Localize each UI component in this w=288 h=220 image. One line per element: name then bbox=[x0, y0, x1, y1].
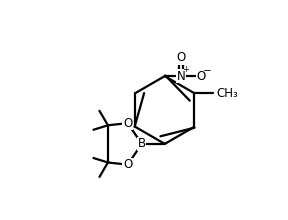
Text: B: B bbox=[138, 137, 146, 150]
Text: O: O bbox=[123, 117, 132, 130]
Text: CH₃: CH₃ bbox=[217, 86, 238, 100]
Text: +: + bbox=[183, 65, 190, 74]
Text: O: O bbox=[177, 51, 186, 64]
Text: O: O bbox=[123, 158, 132, 171]
Text: −: − bbox=[203, 66, 212, 76]
Text: O: O bbox=[196, 70, 205, 83]
Text: N: N bbox=[177, 70, 185, 83]
